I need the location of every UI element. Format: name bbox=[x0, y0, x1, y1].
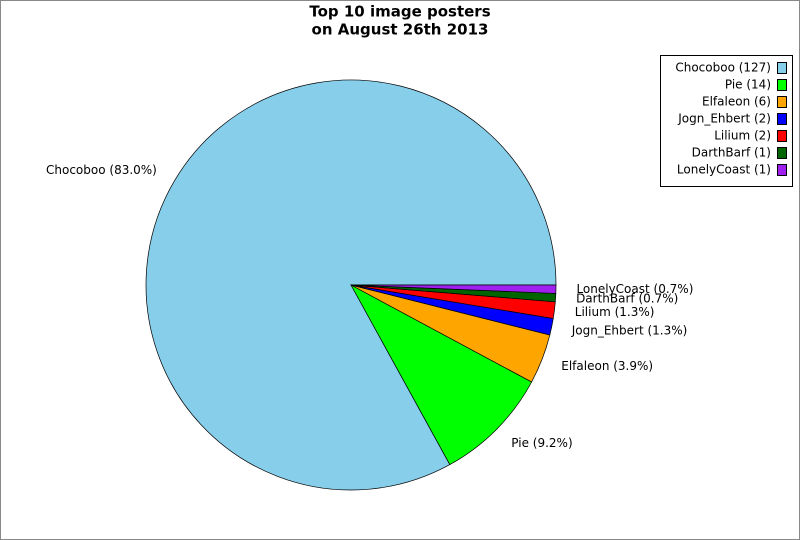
pie-slice bbox=[350, 284, 533, 466]
chart-title-line: Top 10 image posters bbox=[309, 3, 490, 21]
legend-label: LonelyCoast (1) bbox=[677, 163, 771, 177]
legend-label: Pie (14) bbox=[725, 78, 771, 92]
legend-swatch bbox=[777, 113, 787, 125]
legend-label: Lilium (2) bbox=[714, 129, 771, 143]
legend-box bbox=[660, 55, 793, 187]
legend-label: Jogn_Ehbert (2) bbox=[677, 112, 771, 126]
slice-label: Jogn_Ehbert (1.3%) bbox=[571, 323, 688, 337]
slice-label: Chocoboo (83.0%) bbox=[46, 163, 157, 177]
legend-label: DarthBarf (1) bbox=[692, 146, 771, 160]
chart-title-line: on August 26th 2013 bbox=[312, 21, 489, 39]
legend-swatch bbox=[777, 96, 787, 108]
slice-label: Pie (9.2%) bbox=[511, 436, 572, 450]
legend-label: Elfaleon (6) bbox=[702, 95, 771, 109]
slice-label: DarthBarf (0.7%) bbox=[576, 291, 678, 305]
slice-label: LonelyCoast (0.7%) bbox=[576, 282, 693, 296]
legend-swatch bbox=[777, 147, 787, 159]
legend-swatch bbox=[777, 79, 787, 91]
legend-swatch bbox=[777, 164, 787, 176]
pie-slice bbox=[350, 284, 557, 294]
slice-label: Elfaleon (3.9%) bbox=[561, 359, 653, 373]
slice-label: Lilium (1.3%) bbox=[575, 305, 655, 319]
legend-swatch bbox=[777, 130, 787, 142]
legend-label: Chocoboo (127) bbox=[675, 61, 771, 75]
legend-swatch bbox=[777, 62, 787, 74]
